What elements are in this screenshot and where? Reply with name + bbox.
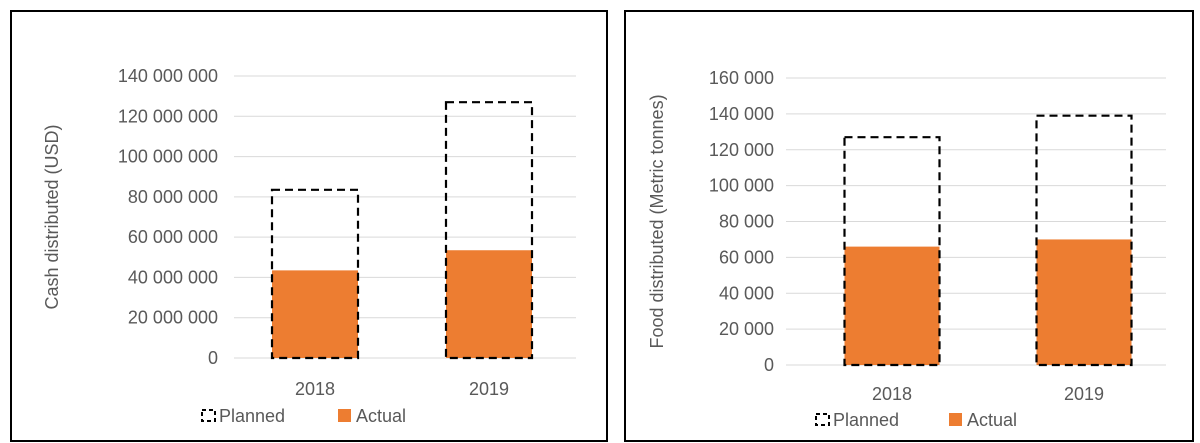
legend-planned-label: Planned [219,406,285,426]
y-tick-label: 60 000 000 [128,227,218,247]
y-tick-label: 80 000 000 [128,187,218,207]
y-tick-label: 40 000 000 [128,267,218,287]
bar-actual-2019 [446,250,532,358]
y-tick-label: 120 000 [709,140,774,160]
y-tick-label: 120 000 000 [118,106,218,126]
cash-chart-panel: 0 20 000 000 40 000 000 60 000 000 80 000 00… [10,10,608,442]
cash-chart: 0 20 000 000 40 000 000 60 000 000 80 000 00… [42,66,576,426]
y-tick-label: 20 000 [719,319,774,339]
y-tick-label: 140 000 [709,104,774,124]
legend-planned-swatch [201,409,216,422]
legend-actual-label: Actual [967,410,1017,430]
y-tick-label: 60 000 [719,247,774,267]
bar-planned-2019 [1035,114,1133,367]
bar-actual-2018 [272,270,358,358]
legend-actual-swatch [949,413,962,426]
y-tick-label: 160 000 [709,68,774,88]
food-chart: 0 20 000 40 000 60 000 80 000 100 000 120 000 1… [647,68,1166,430]
bar-planned-2018 [270,188,360,360]
legend-planned-swatch [815,413,830,426]
bar-planned-2019 [444,101,534,360]
legend-actual-swatch [338,409,351,422]
y-axis-title: Cash distributed (USD) [42,124,62,309]
bar-planned-2018 [843,136,941,367]
x-tick-label: 2019 [469,379,509,399]
y-tick-label: 0 [208,348,218,368]
x-tick-label: 2019 [1064,384,1104,404]
y-tick-label: 40 000 [719,283,774,303]
bar-actual-2019 [1036,239,1132,365]
y-tick-label: 20 000 000 [128,308,218,328]
y-tick-label: 80 000 [719,212,774,232]
y-tick-label: 140 000 000 [118,66,218,86]
y-axis-title: Food distributed (Metric tonnes) [647,94,667,348]
legend-actual-label: Actual [356,406,406,426]
legend-planned-label: Planned [833,410,899,430]
food-chart-panel: 0 20 000 40 000 60 000 80 000 100 000 120 000 1… [624,10,1194,442]
y-tick-label: 100 000 000 [118,147,218,167]
x-tick-label: 2018 [295,379,335,399]
x-tick-label: 2018 [872,384,912,404]
bar-actual-2018 [844,246,940,365]
y-tick-label: 100 000 [709,176,774,196]
y-tick-label: 0 [764,355,774,375]
